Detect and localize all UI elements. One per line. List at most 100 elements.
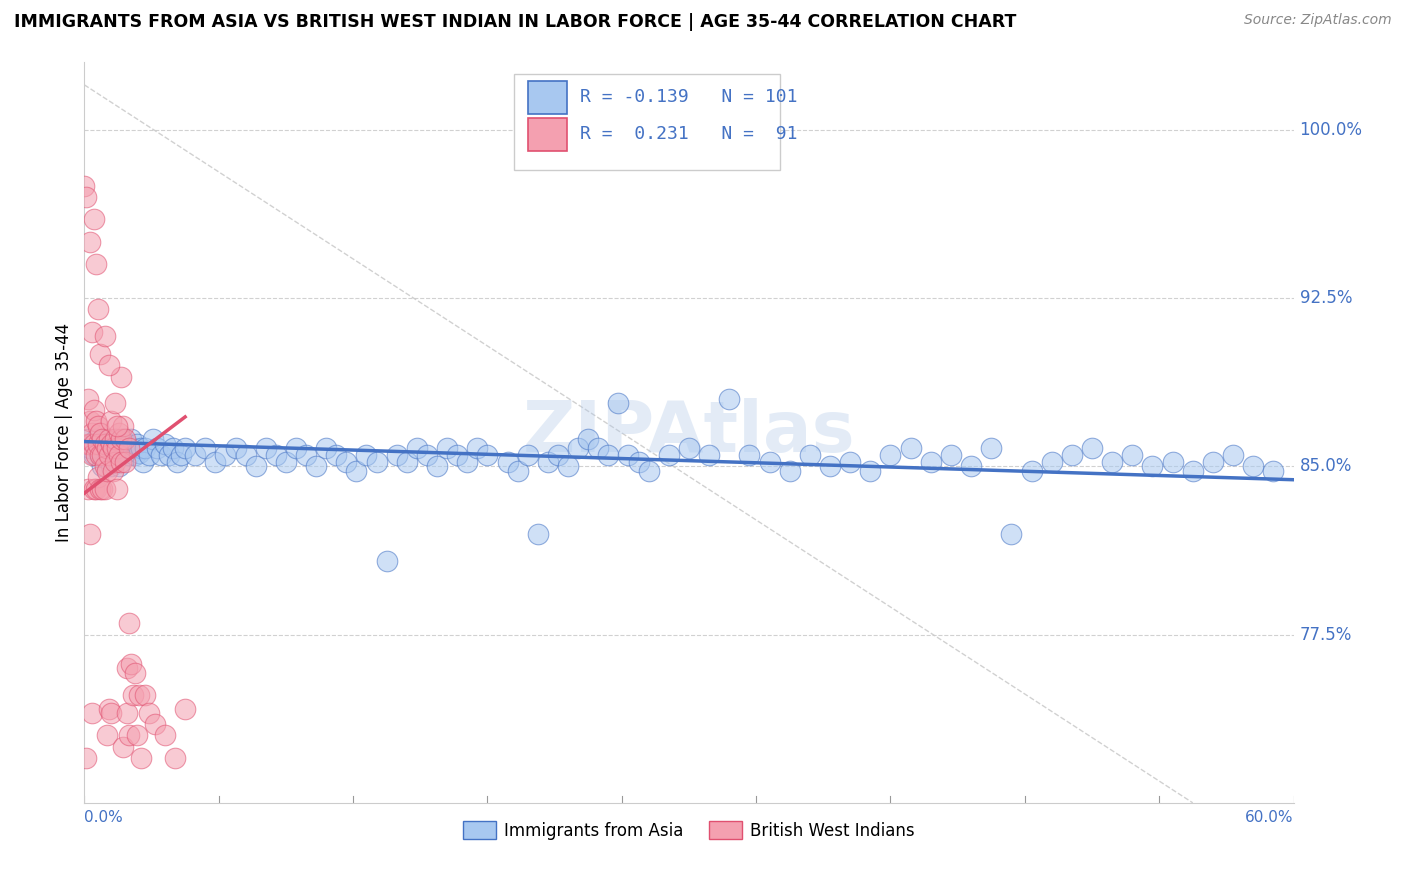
Point [96,433,118,447]
Point [82,448,104,462]
Point [980,442,1002,456]
Point [82,706,104,720]
Point [125,437,148,451]
Point [82,437,104,451]
Point [91,459,114,474]
Point [184,448,207,462]
Point [107,425,129,440]
Point [157,448,180,462]
Point [121,442,143,456]
Point [115,706,138,720]
Point [939,448,962,462]
Point [153,729,176,743]
Point [79,235,101,249]
Point [86,257,108,271]
Text: ZIPAtlas: ZIPAtlas [523,398,855,467]
Point [1000,526,1022,541]
Point [89,448,111,462]
Point [598,448,620,462]
Point [118,616,141,631]
Point [335,455,357,469]
Point [146,442,169,456]
Point [79,526,101,541]
Point [111,433,134,447]
Point [79,414,101,428]
Text: 60.0%: 60.0% [1246,810,1294,825]
Text: Source: ZipAtlas.com: Source: ZipAtlas.com [1244,13,1392,28]
Point [718,392,741,406]
Point [395,455,418,469]
Point [697,448,720,462]
Point [467,442,489,456]
Point [149,448,172,462]
Point [576,433,599,447]
Point [89,425,111,440]
Point [678,442,700,456]
Point [607,396,630,410]
Point [274,455,297,469]
Text: 85.0%: 85.0% [1299,458,1353,475]
Point [194,442,217,456]
Point [416,448,439,462]
Point [83,448,105,462]
Point [77,392,100,406]
Point [97,448,120,462]
Point [779,464,801,478]
Point [235,448,257,462]
Text: 92.5%: 92.5% [1299,289,1353,307]
Point [325,448,347,462]
Point [77,437,100,451]
Point [527,526,550,541]
Point [1222,448,1244,462]
Point [738,448,761,462]
Point [110,455,132,469]
Point [879,448,901,462]
Point [920,455,942,469]
Point [128,446,150,460]
FancyBboxPatch shape [513,73,780,169]
Point [153,437,176,451]
Point [86,414,108,428]
Point [129,442,152,456]
Point [506,464,529,478]
Point [79,442,101,456]
Point [170,448,193,462]
Point [138,706,160,720]
Point [315,442,337,456]
Point [124,448,146,462]
Point [142,433,165,447]
Point [245,459,267,474]
Point [100,414,122,428]
Point [104,396,127,410]
Point [83,482,105,496]
Point [174,442,197,456]
Point [1241,459,1264,474]
Point [1060,448,1083,462]
Point [375,553,398,567]
Point [1202,455,1225,469]
Point [82,425,104,440]
Point [356,448,378,462]
Point [97,359,120,373]
Point [1263,464,1285,478]
Point [87,470,110,484]
Point [134,442,156,456]
Point [87,418,110,433]
Point [225,442,247,456]
Point [627,455,650,469]
Point [107,448,129,462]
Point [114,433,136,447]
Point [1101,455,1123,469]
Point [77,482,100,496]
Point [446,448,468,462]
Point [93,459,115,474]
Point [93,482,115,496]
Point [114,455,136,469]
Point [105,482,128,496]
Point [366,455,388,469]
Point [110,433,132,447]
Point [166,455,188,469]
Point [110,442,132,456]
Point [385,448,408,462]
Point [1040,455,1063,469]
